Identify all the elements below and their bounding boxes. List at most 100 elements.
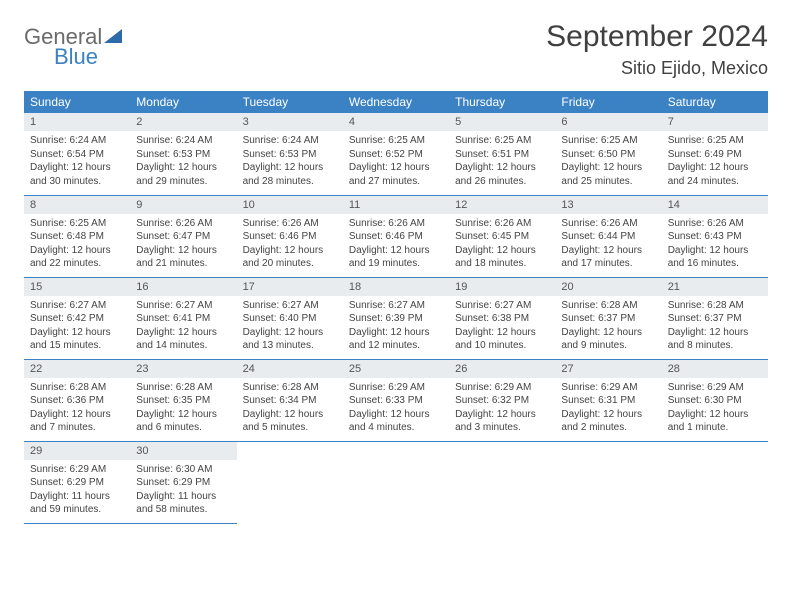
day-number: 21: [662, 278, 768, 296]
logo-line2: Blue: [24, 44, 122, 70]
calendar-cell: 23Sunrise: 6:28 AMSunset: 6:35 PMDayligh…: [130, 359, 236, 441]
calendar-cell: 29Sunrise: 6:29 AMSunset: 6:29 PMDayligh…: [24, 441, 130, 523]
calendar-cell: 30Sunrise: 6:30 AMSunset: 6:29 PMDayligh…: [130, 441, 236, 523]
calendar-cell: 6Sunrise: 6:25 AMSunset: 6:50 PMDaylight…: [555, 113, 661, 195]
day-number: 6: [555, 113, 661, 131]
day-number: 13: [555, 196, 661, 214]
calendar-cell: 21Sunrise: 6:28 AMSunset: 6:37 PMDayligh…: [662, 277, 768, 359]
calendar-cell: 14Sunrise: 6:26 AMSunset: 6:43 PMDayligh…: [662, 195, 768, 277]
calendar-cell: [555, 441, 661, 523]
day-details: Sunrise: 6:30 AMSunset: 6:29 PMDaylight:…: [130, 460, 236, 523]
day-details: Sunrise: 6:29 AMSunset: 6:31 PMDaylight:…: [555, 378, 661, 441]
day-details: Sunrise: 6:28 AMSunset: 6:37 PMDaylight:…: [662, 296, 768, 359]
logo-text-wrap: General Blue: [24, 26, 122, 70]
month-title: September 2024: [546, 20, 768, 54]
calendar-cell: 17Sunrise: 6:27 AMSunset: 6:40 PMDayligh…: [237, 277, 343, 359]
weekday-header: Saturday: [662, 91, 768, 113]
day-details: Sunrise: 6:25 AMSunset: 6:49 PMDaylight:…: [662, 131, 768, 194]
day-number: 11: [343, 196, 449, 214]
day-details: Sunrise: 6:26 AMSunset: 6:47 PMDaylight:…: [130, 214, 236, 277]
day-number: 24: [237, 360, 343, 378]
calendar-row: 15Sunrise: 6:27 AMSunset: 6:42 PMDayligh…: [24, 277, 768, 359]
calendar-cell: [662, 441, 768, 523]
calendar-cell: 5Sunrise: 6:25 AMSunset: 6:51 PMDaylight…: [449, 113, 555, 195]
calendar-cell: 11Sunrise: 6:26 AMSunset: 6:46 PMDayligh…: [343, 195, 449, 277]
day-details: Sunrise: 6:26 AMSunset: 6:43 PMDaylight:…: [662, 214, 768, 277]
calendar-cell: 19Sunrise: 6:27 AMSunset: 6:38 PMDayligh…: [449, 277, 555, 359]
calendar-page: General Blue September 2024 Sitio Ejido,…: [0, 0, 792, 544]
day-number: 23: [130, 360, 236, 378]
calendar-cell: 7Sunrise: 6:25 AMSunset: 6:49 PMDaylight…: [662, 113, 768, 195]
title-block: September 2024 Sitio Ejido, Mexico: [546, 20, 768, 79]
day-details: Sunrise: 6:28 AMSunset: 6:35 PMDaylight:…: [130, 378, 236, 441]
calendar-cell: 24Sunrise: 6:28 AMSunset: 6:34 PMDayligh…: [237, 359, 343, 441]
day-details: Sunrise: 6:29 AMSunset: 6:32 PMDaylight:…: [449, 378, 555, 441]
calendar-cell: 4Sunrise: 6:25 AMSunset: 6:52 PMDaylight…: [343, 113, 449, 195]
day-details: Sunrise: 6:24 AMSunset: 6:53 PMDaylight:…: [237, 131, 343, 194]
day-number: 9: [130, 196, 236, 214]
day-number: 27: [555, 360, 661, 378]
weekday-header: Wednesday: [343, 91, 449, 113]
sail-icon: [104, 29, 122, 43]
brand-logo: General Blue: [24, 20, 122, 70]
calendar-cell: 12Sunrise: 6:26 AMSunset: 6:45 PMDayligh…: [449, 195, 555, 277]
day-number: 7: [662, 113, 768, 131]
day-number: 12: [449, 196, 555, 214]
calendar-cell: 22Sunrise: 6:28 AMSunset: 6:36 PMDayligh…: [24, 359, 130, 441]
calendar-row: 8Sunrise: 6:25 AMSunset: 6:48 PMDaylight…: [24, 195, 768, 277]
day-details: Sunrise: 6:24 AMSunset: 6:53 PMDaylight:…: [130, 131, 236, 194]
day-number: 30: [130, 442, 236, 460]
day-number: 25: [343, 360, 449, 378]
day-number: 4: [343, 113, 449, 131]
day-details: Sunrise: 6:25 AMSunset: 6:50 PMDaylight:…: [555, 131, 661, 194]
day-number: 1: [24, 113, 130, 131]
day-details: Sunrise: 6:29 AMSunset: 6:29 PMDaylight:…: [24, 460, 130, 523]
day-number: 20: [555, 278, 661, 296]
calendar-cell: [237, 441, 343, 523]
calendar-cell: 18Sunrise: 6:27 AMSunset: 6:39 PMDayligh…: [343, 277, 449, 359]
day-details: Sunrise: 6:29 AMSunset: 6:33 PMDaylight:…: [343, 378, 449, 441]
day-details: Sunrise: 6:28 AMSunset: 6:37 PMDaylight:…: [555, 296, 661, 359]
day-number: 29: [24, 442, 130, 460]
day-details: Sunrise: 6:27 AMSunset: 6:39 PMDaylight:…: [343, 296, 449, 359]
day-number: 18: [343, 278, 449, 296]
calendar-cell: 27Sunrise: 6:29 AMSunset: 6:31 PMDayligh…: [555, 359, 661, 441]
weekday-header: Sunday: [24, 91, 130, 113]
day-details: Sunrise: 6:26 AMSunset: 6:44 PMDaylight:…: [555, 214, 661, 277]
calendar-row: 22Sunrise: 6:28 AMSunset: 6:36 PMDayligh…: [24, 359, 768, 441]
calendar-cell: 9Sunrise: 6:26 AMSunset: 6:47 PMDaylight…: [130, 195, 236, 277]
calendar-cell: 20Sunrise: 6:28 AMSunset: 6:37 PMDayligh…: [555, 277, 661, 359]
calendar-body: 1Sunrise: 6:24 AMSunset: 6:54 PMDaylight…: [24, 113, 768, 523]
calendar-cell: 13Sunrise: 6:26 AMSunset: 6:44 PMDayligh…: [555, 195, 661, 277]
location-label: Sitio Ejido, Mexico: [546, 58, 768, 79]
day-number: 3: [237, 113, 343, 131]
day-details: Sunrise: 6:25 AMSunset: 6:51 PMDaylight:…: [449, 131, 555, 194]
day-details: Sunrise: 6:28 AMSunset: 6:34 PMDaylight:…: [237, 378, 343, 441]
calendar-table: Sunday Monday Tuesday Wednesday Thursday…: [24, 91, 768, 524]
calendar-cell: 3Sunrise: 6:24 AMSunset: 6:53 PMDaylight…: [237, 113, 343, 195]
calendar-cell: 26Sunrise: 6:29 AMSunset: 6:32 PMDayligh…: [449, 359, 555, 441]
calendar-cell: 25Sunrise: 6:29 AMSunset: 6:33 PMDayligh…: [343, 359, 449, 441]
day-details: Sunrise: 6:26 AMSunset: 6:46 PMDaylight:…: [343, 214, 449, 277]
day-number: 14: [662, 196, 768, 214]
day-number: 8: [24, 196, 130, 214]
calendar-cell: 15Sunrise: 6:27 AMSunset: 6:42 PMDayligh…: [24, 277, 130, 359]
calendar-cell: 1Sunrise: 6:24 AMSunset: 6:54 PMDaylight…: [24, 113, 130, 195]
day-number: 5: [449, 113, 555, 131]
calendar-cell: 28Sunrise: 6:29 AMSunset: 6:30 PMDayligh…: [662, 359, 768, 441]
calendar-cell: [449, 441, 555, 523]
day-details: Sunrise: 6:28 AMSunset: 6:36 PMDaylight:…: [24, 378, 130, 441]
day-number: 28: [662, 360, 768, 378]
calendar-header-row: Sunday Monday Tuesday Wednesday Thursday…: [24, 91, 768, 113]
day-details: Sunrise: 6:27 AMSunset: 6:38 PMDaylight:…: [449, 296, 555, 359]
day-details: Sunrise: 6:27 AMSunset: 6:42 PMDaylight:…: [24, 296, 130, 359]
day-number: 2: [130, 113, 236, 131]
weekday-header: Monday: [130, 91, 236, 113]
day-number: 19: [449, 278, 555, 296]
day-number: 16: [130, 278, 236, 296]
day-details: Sunrise: 6:27 AMSunset: 6:41 PMDaylight:…: [130, 296, 236, 359]
day-number: 26: [449, 360, 555, 378]
day-details: Sunrise: 6:25 AMSunset: 6:52 PMDaylight:…: [343, 131, 449, 194]
day-number: 10: [237, 196, 343, 214]
day-details: Sunrise: 6:27 AMSunset: 6:40 PMDaylight:…: [237, 296, 343, 359]
